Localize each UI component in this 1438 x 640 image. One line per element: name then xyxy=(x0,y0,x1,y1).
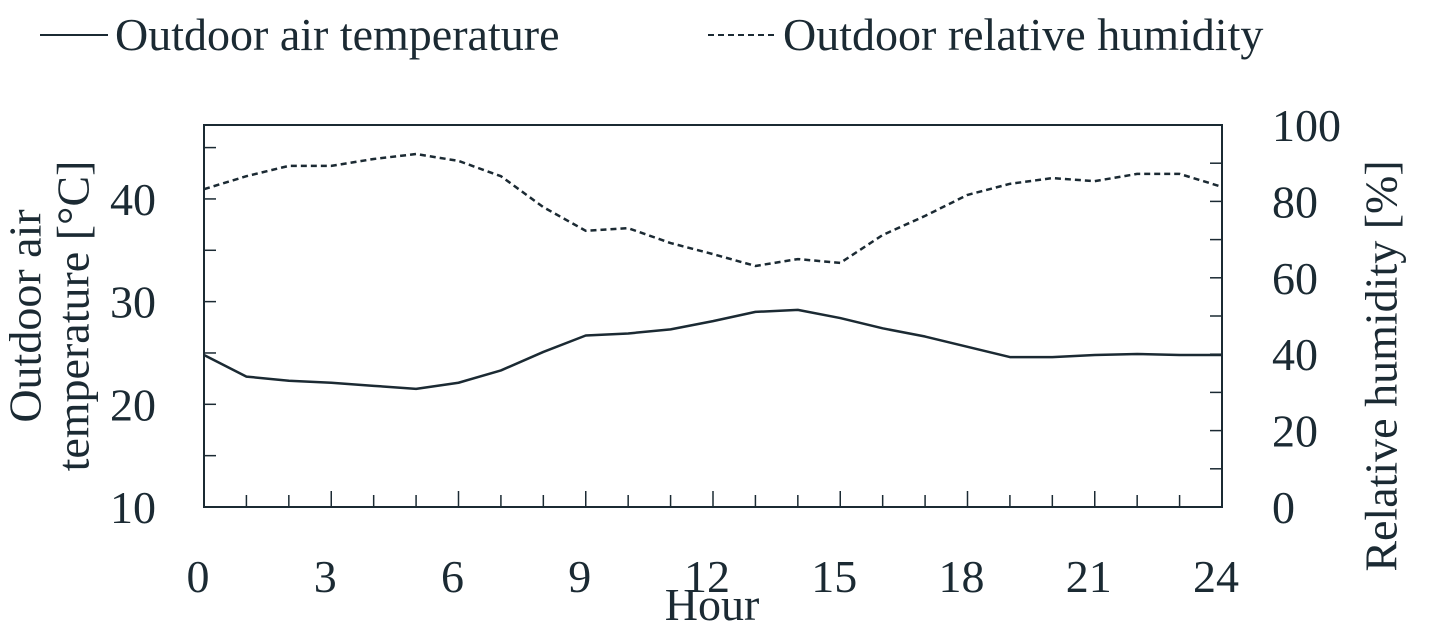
x-tick-label: 9 xyxy=(568,551,591,602)
legend-label: Outdoor air temperature xyxy=(115,9,559,60)
x-tick-label: 15 xyxy=(811,551,857,602)
y2-tick-label: 40 xyxy=(1272,329,1318,380)
series-line xyxy=(203,152,1223,268)
y2-tick-label: 20 xyxy=(1272,406,1318,457)
y-tick-label: 40 xyxy=(110,174,156,225)
series-line xyxy=(203,308,1222,391)
y2-tick-label: 0 xyxy=(1272,482,1295,533)
y2-tick-label: 80 xyxy=(1272,176,1318,227)
x-tick-label: 3 xyxy=(314,551,337,602)
x-tick-label: 21 xyxy=(1066,551,1112,602)
plot-frame xyxy=(203,124,1223,508)
legend-label: Outdoor relative humidity xyxy=(783,9,1263,60)
y2-tick-label: 100 xyxy=(1272,100,1341,151)
x-tick-label: 24 xyxy=(1193,551,1239,602)
y2-tick-label: 60 xyxy=(1272,253,1318,304)
y-axis-label: Outdoor air xyxy=(0,209,51,422)
x-tick-label: 0 xyxy=(187,551,210,602)
x-tick-label: 12 xyxy=(684,551,730,602)
x-tick-label: 6 xyxy=(441,551,464,602)
y2-axis-label: Relative humidity [%] xyxy=(1356,160,1407,571)
y-axis-label: temperature [°C] xyxy=(48,161,99,472)
y-tick-label: 30 xyxy=(110,277,156,328)
y-tick-label: 10 xyxy=(110,482,156,533)
y-tick-label: 20 xyxy=(110,379,156,430)
x-tick-label: 18 xyxy=(939,551,985,602)
x-axis-label: Hour xyxy=(665,579,760,630)
